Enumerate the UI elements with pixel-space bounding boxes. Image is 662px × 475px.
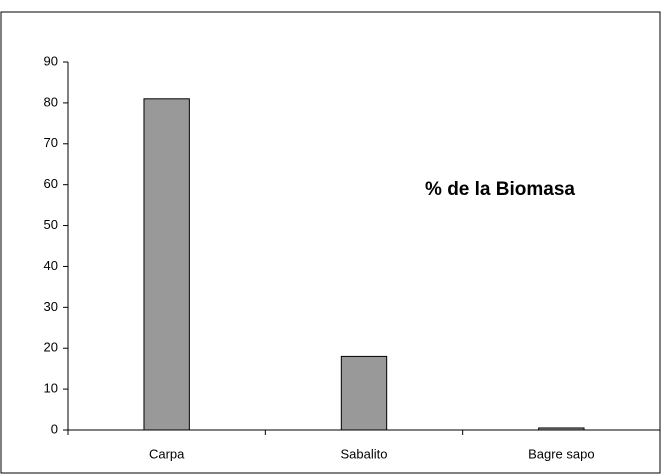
y-tick-label: 20 (44, 340, 58, 355)
bar (143, 98, 190, 431)
x-tick-label: Sabalito (341, 446, 388, 461)
x-tick-label: Carpa (149, 446, 185, 461)
bar (538, 427, 585, 431)
y-tick-label: 10 (44, 381, 58, 396)
y-tick-label: 70 (44, 135, 58, 150)
chart-border (0, 11, 661, 474)
y-tick-label: 30 (44, 299, 58, 314)
y-tick-label: 60 (44, 176, 58, 191)
y-tick-label: 0 (51, 421, 58, 436)
y-tick-label: 40 (44, 258, 58, 273)
y-tick-label: 90 (44, 53, 58, 68)
bar (340, 355, 388, 431)
y-tick-label: 50 (44, 217, 58, 232)
y-tick-label: 80 (44, 94, 58, 109)
chart-title: % de la Biomasa (425, 179, 575, 200)
x-tick-label: Bagre sapo (528, 446, 595, 461)
